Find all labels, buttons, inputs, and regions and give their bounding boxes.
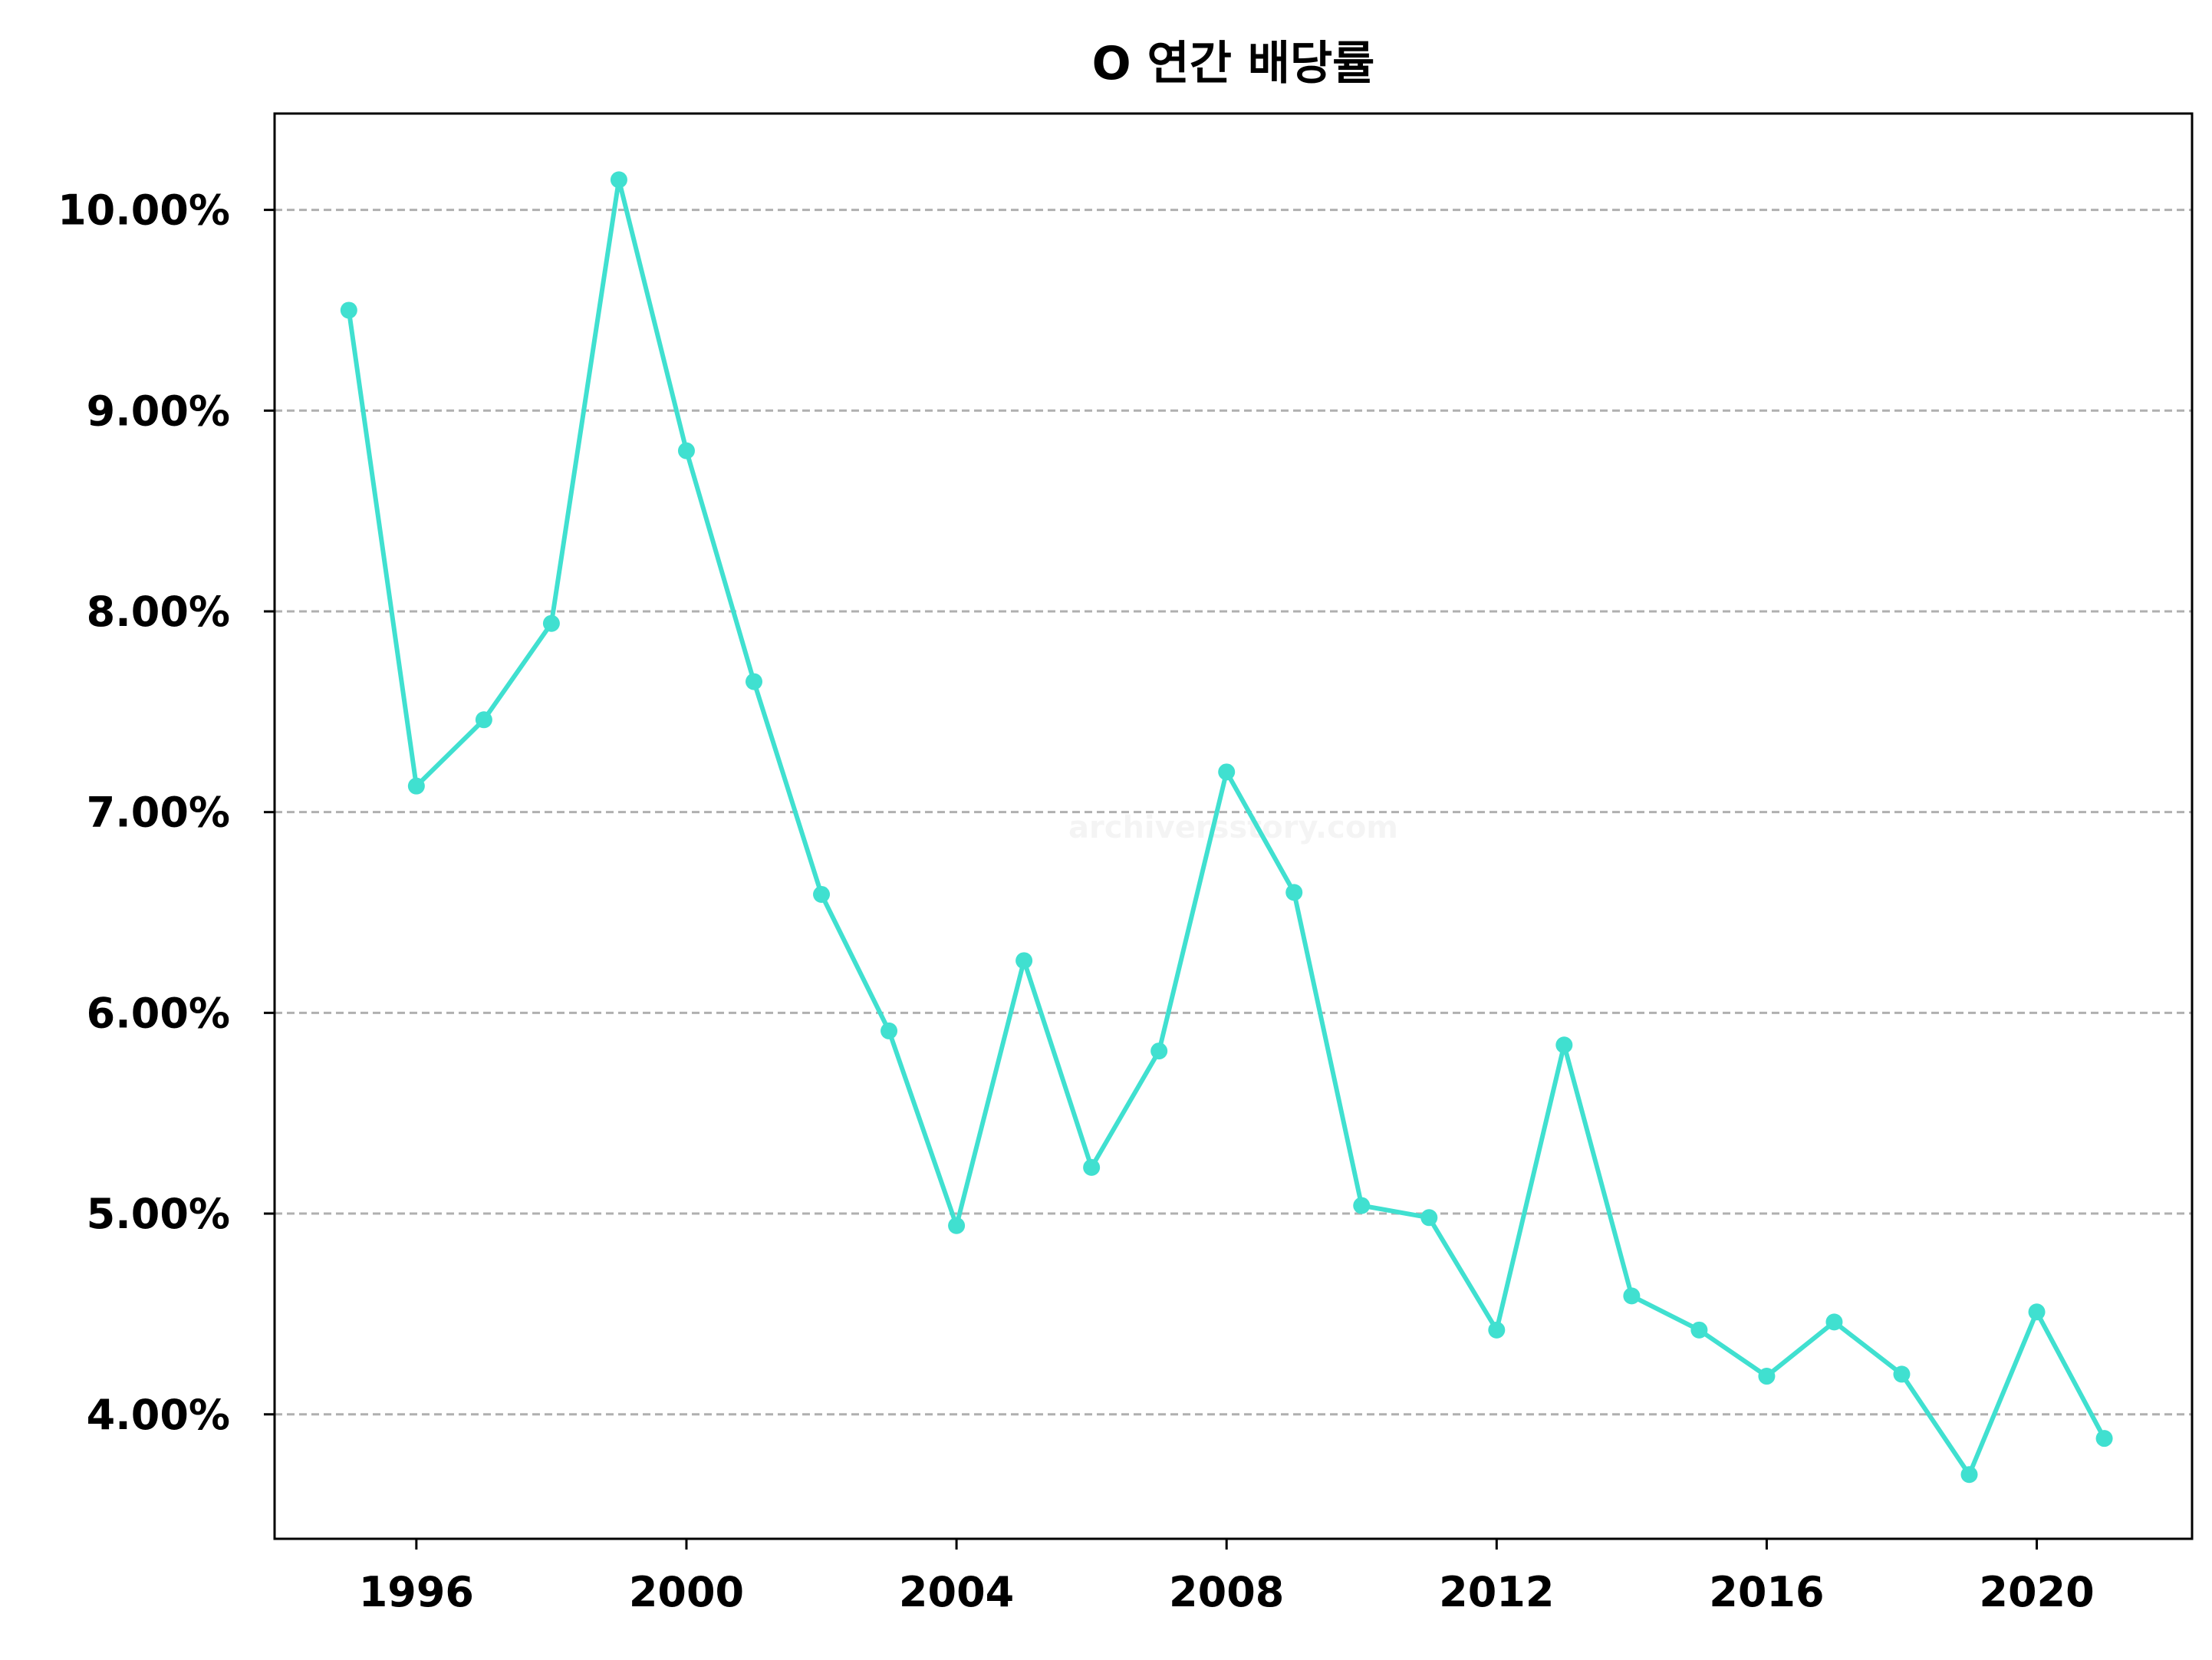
data-point [1353,1197,1371,1214]
y-tick-label: 4.00% [87,1391,230,1439]
watermark: archiversstory.com [1068,810,1398,845]
data-point [1015,952,1033,970]
plot-frame [273,112,2194,1540]
x-axis: 1996 2000 2004 2008 2012 2016 2020 [359,1539,2095,1616]
gridlines [275,209,2192,1416]
data-point [610,171,627,189]
x-tick-label: 2016 [1709,1568,1824,1616]
y-tick-label: 6.00% [87,989,230,1037]
y-tick-label: 7.00% [87,789,230,837]
x-tick-label: 2012 [1439,1568,1554,1616]
data-point [1488,1321,1506,1339]
data-point [1555,1036,1573,1054]
series-layer [340,171,2113,1484]
data-point [813,885,831,903]
data-point [1218,763,1236,781]
x-tick-label: 1996 [359,1568,474,1616]
data-point [677,442,695,459]
x-tick-label: 2008 [1169,1568,1284,1616]
data-point [1420,1209,1438,1227]
y-tick-label: 9.00% [87,387,230,435]
data-point [881,1022,898,1039]
data-point [1083,1158,1101,1176]
x-tick-label: 2020 [1979,1568,2094,1616]
data-point [948,1217,966,1234]
data-point [1960,1466,1978,1484]
data-point [1825,1313,1843,1331]
data-point [542,614,560,632]
x-tick-label: 2000 [629,1568,744,1616]
y-tick-label: 10.00% [58,186,230,235]
data-point [340,301,357,319]
data-point [1623,1287,1641,1305]
data-point [1758,1368,1776,1385]
data-point [1690,1321,1708,1339]
data-point [2028,1303,2046,1321]
x-tick-label: 2004 [899,1568,1014,1616]
data-point [2095,1430,2113,1448]
y-tick-label: 8.00% [87,588,230,636]
data-point [1893,1365,1911,1383]
chart-title: O 연간 배당률 [1092,37,1375,91]
y-axis: 4.00% 5.00% 6.00% 7.00% 8.00% 9.00% 10.00% [58,186,275,1439]
data-point [475,711,492,729]
data-point [1150,1042,1168,1060]
data-point [407,777,425,795]
data-point [746,673,762,690]
y-tick-label: 5.00% [87,1190,230,1238]
data-point [1285,884,1303,901]
